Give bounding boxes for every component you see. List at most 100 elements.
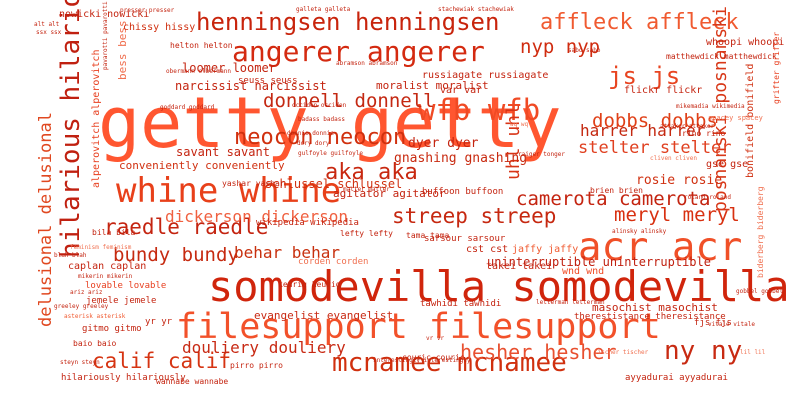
cloud-word: douliery douliery: [182, 338, 346, 357]
cloud-word: ny ny: [664, 336, 743, 366]
cloud-word: brien brien: [590, 186, 643, 195]
cloud-word: yashar yashar: [222, 179, 285, 188]
cloud-word: keurig keurig: [278, 280, 341, 289]
cloud-word: galleta galleta: [296, 6, 351, 13]
cloud-word: streep streep: [392, 204, 557, 228]
cloud-word: wnd wnd: [562, 266, 605, 277]
cloud-word: feminism feminism: [70, 244, 132, 251]
cloud-word: lovable lovable: [85, 281, 167, 291]
cloud-word: savant savant: [176, 145, 270, 159]
cloud-word: alinsky alinsky: [612, 228, 667, 235]
cloud-word: attaker attaker: [660, 123, 715, 130]
cloud-word: ayyadurai ayyadurai: [625, 373, 728, 383]
cloud-word: js js: [608, 62, 681, 90]
cloud-word: tawhidi tawhidi: [420, 299, 502, 309]
cloud-word: fjs fjs: [694, 318, 732, 328]
cloud-word: schlussel schlussel: [265, 177, 403, 191]
cloud-word: interestingly interestingly: [373, 357, 471, 364]
cloud-word: mikerin mikerin: [78, 273, 133, 280]
cloud-word: rosie rosie: [636, 173, 723, 188]
cloud-word: gitmo gitmo: [82, 324, 142, 334]
cloud-word: abramson abramson: [336, 60, 398, 67]
cloud-word: presser presser: [120, 7, 175, 14]
cloud-word: dickerson dickerson: [165, 207, 349, 226]
cloud-word: camerota camerota: [516, 188, 711, 210]
cloud-word: pirro pirro: [230, 361, 283, 370]
cloud-word: donnell donnell: [263, 90, 435, 112]
cloud-word: jaffy jaffy: [512, 244, 579, 255]
cloud-word: dory dory: [297, 140, 330, 147]
cloud-word: russiagate russiagate: [422, 70, 549, 81]
cloud-word: var var: [440, 85, 483, 96]
cloud-word: biderberg biderberg: [756, 186, 765, 278]
cloud-word: occiden occiden: [292, 102, 347, 109]
cloud-word: raedle raedle: [104, 215, 269, 239]
cloud-word: couric couric: [402, 353, 465, 362]
cloud-word: harrer harrer: [580, 121, 706, 140]
cloud-word: tischer tischer: [594, 349, 649, 356]
cloud-word: calif calif: [92, 349, 232, 373]
cloud-word: ariz ariz: [70, 289, 103, 296]
cloud-word: grifter grifter: [772, 31, 781, 104]
cloud-word: behar behar: [234, 243, 340, 262]
cloud-word: steyn steyn: [60, 359, 100, 366]
cloud-word: filesupport filesupport: [176, 307, 661, 347]
cloud-word: nyp nyp: [520, 36, 601, 58]
cloud-word: acr acr: [578, 225, 743, 270]
cloud-word: wikipedia wikipedia: [256, 218, 359, 228]
cloud-word: therestistance theresistance: [574, 312, 726, 322]
cloud-word: mikemadia wikimedia: [676, 103, 745, 110]
cloud-word: hilariously hilariously: [61, 373, 186, 383]
cloud-word: seuss seuss: [238, 76, 298, 86]
cloud-word: obermann olbermann: [166, 68, 232, 75]
cloud-word: wq wq: [510, 121, 529, 128]
cloud-word: badass badass: [298, 116, 345, 123]
cloud-word: hesher hesher: [460, 340, 617, 364]
cloud-word: stachewiak stachewiak: [438, 6, 514, 13]
cloud-word: evangelist evangelist: [254, 309, 394, 322]
cloud-word: loomer loomer: [182, 61, 276, 75]
cloud-word: wannabe wannabe: [156, 377, 229, 386]
cloud-word: agitator agitator: [333, 187, 446, 200]
cloud-word: mcnamee mcnamee: [332, 348, 567, 378]
cloud-word: asterisk asterisk: [64, 313, 126, 320]
cloud-word: uhl uhl: [503, 104, 524, 180]
cloud-word: matthewdick matthewdick: [666, 52, 777, 61]
cloud-word: gulfoyle guilfoyle: [298, 150, 364, 157]
cloud-word: angerer angerer: [232, 35, 485, 68]
cloud-word: gnashing gnashing: [394, 151, 528, 166]
cloud-word: henningsen henningsen: [196, 8, 500, 36]
cloud-word: rino rino: [682, 129, 726, 138]
cloud-word: uninterruptible uninterruptible: [487, 255, 711, 269]
cloud-word: roland roland: [684, 194, 731, 201]
cloud-word: alt alt: [34, 21, 60, 28]
cloud-word: tama tama: [406, 231, 450, 240]
cloud-word: bila bila: [92, 228, 136, 237]
cloud-word: vitale vitale: [708, 321, 755, 328]
cloud-word: stelter stelter: [578, 138, 732, 158]
cloud-word: greeley greeley: [54, 303, 109, 310]
cloud-word: lil lil: [740, 349, 766, 356]
cloud-word: cliven cliven: [650, 155, 697, 162]
cloud-word: lefty lefty: [340, 229, 393, 238]
cloud-word: neocon neocon: [234, 125, 407, 150]
cloud-word: hilarious hilarious: [56, 0, 86, 258]
cloud-word: corden corden: [298, 257, 369, 267]
cloud-word: spacey spacey: [708, 114, 763, 122]
cloud-word: dobbs dobbs: [592, 110, 718, 132]
cloud-word: affleck affleck: [540, 10, 739, 35]
cloud-word: whoopi whoopi: [706, 37, 785, 48]
cloud-word: gobbel gobbel: [736, 288, 783, 295]
cloud-word: moralist moralist: [376, 79, 489, 92]
cloud-word: blah blah: [54, 252, 87, 259]
cloud-word: delusional delusional: [36, 112, 56, 327]
cloud-word: aka aka: [325, 160, 418, 185]
cloud-word: meryl meryl: [614, 204, 740, 226]
cloud-word: buffoon buffoon: [422, 187, 504, 197]
cloud-word: pavarotti pavarotti: [102, 1, 109, 70]
cloud-word: baio baio: [73, 339, 117, 348]
cloud-word: bundy bundy: [113, 244, 239, 266]
cloud-word: matter matter: [343, 186, 390, 193]
cloud-word: helton helton: [170, 41, 233, 50]
